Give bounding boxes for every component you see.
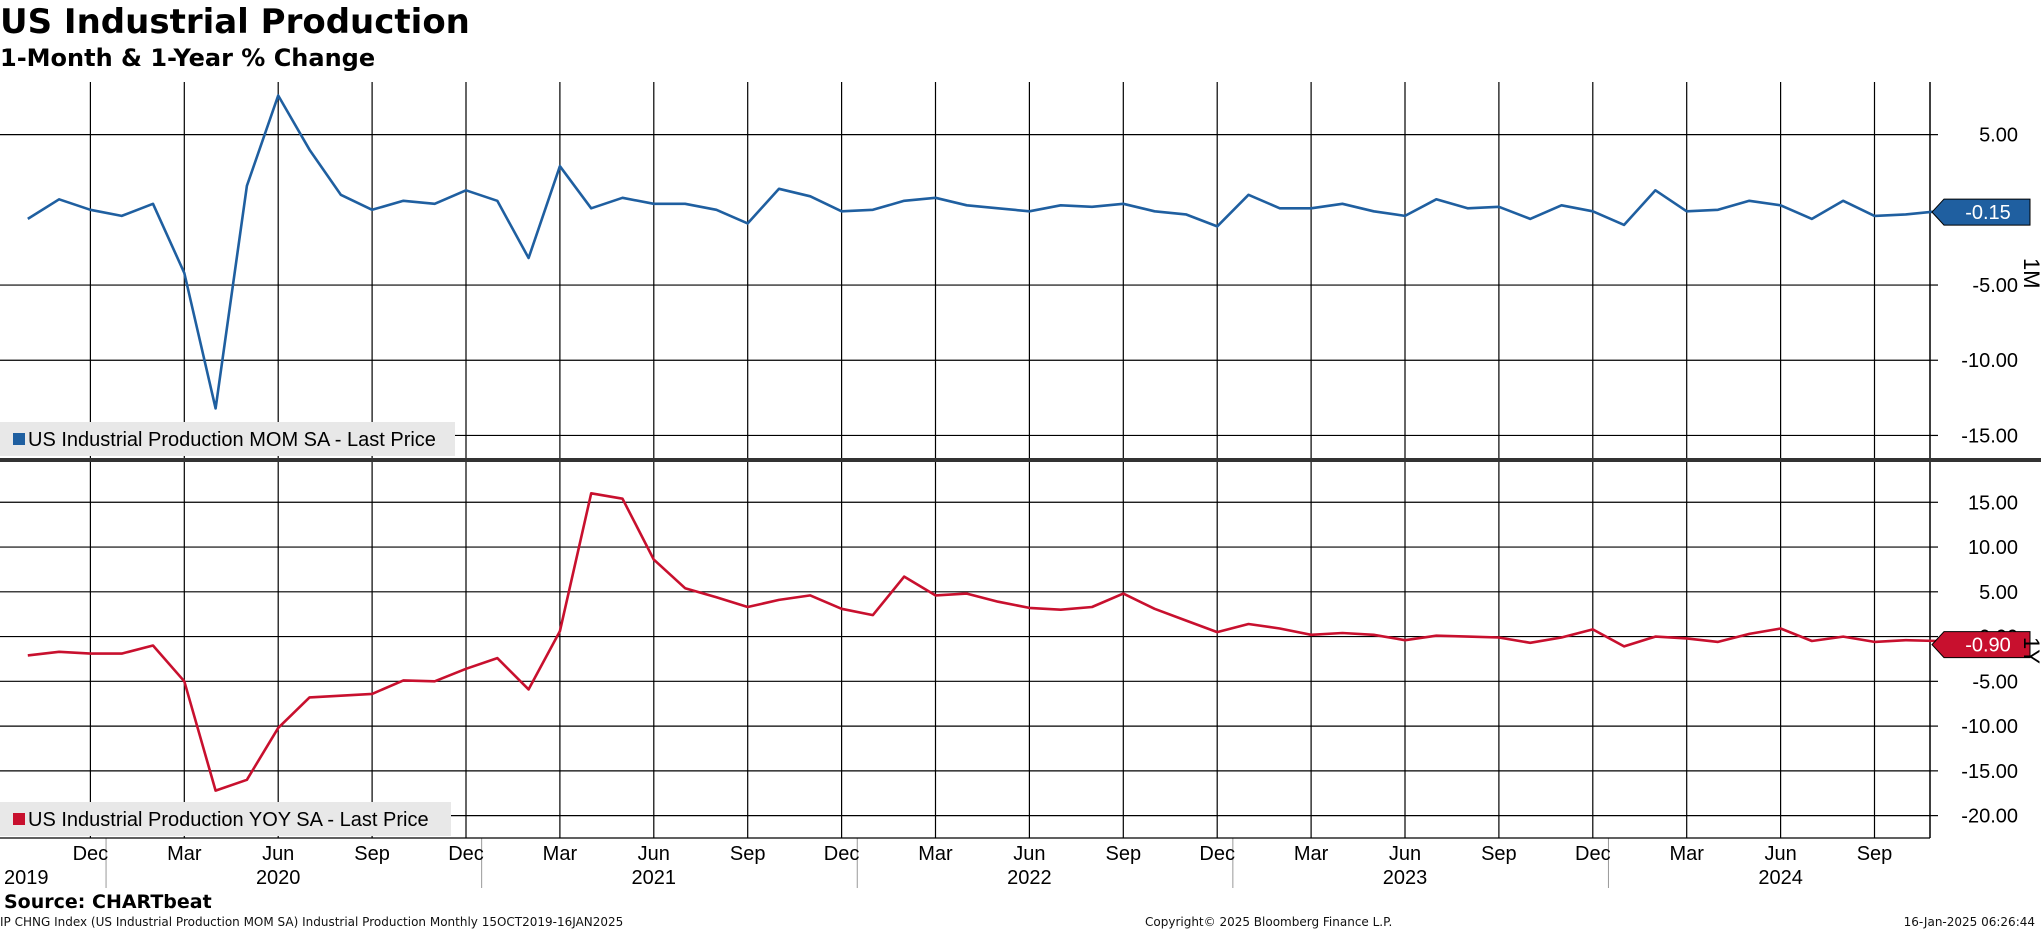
x-year-label: 2020: [256, 867, 301, 889]
yoy-y-tick-label: -20.00: [1961, 806, 2018, 828]
x-year-label: 2021: [632, 867, 677, 889]
x-month-label: Jun: [1013, 843, 1045, 865]
yoy-series-line: [27, 491, 1969, 792]
mom-legend-swatch: [13, 433, 25, 445]
x-month-label: Jun: [262, 843, 294, 865]
x-month-label: Dec: [448, 843, 484, 865]
footer-timestamp: 16-Jan-2025 06:26:44: [1903, 915, 2035, 929]
mom-legend-box: [0, 422, 455, 456]
x-month-label: Mar: [918, 843, 953, 865]
footer-copyright: Copyright© 2025 Bloomberg Finance L.P.: [1145, 915, 1393, 929]
x-month-label: Mar: [167, 843, 202, 865]
source-note: Source: CHARTbeat: [4, 891, 212, 913]
x-month-label: Sep: [1106, 843, 1142, 865]
yoy-y-tick-label: 15.00: [1968, 492, 2018, 514]
x-year-label: 2019: [4, 867, 49, 889]
x-year-label: 2023: [1383, 867, 1428, 889]
x-year-label: 2024: [1758, 867, 1803, 889]
yoy-y-tick-label: -10.00: [1961, 716, 2018, 738]
x-month-label: Jun: [1764, 843, 1796, 865]
x-month-label: Mar: [1294, 843, 1329, 865]
yoy-legend-swatch: [13, 813, 25, 825]
mom-y-tick-label: -10.00: [1961, 350, 2018, 372]
yoy-panel: 15.0010.005.000.00-5.00-10.00-15.00-20.0…: [0, 491, 2041, 836]
x-month-label: Dec: [1199, 843, 1235, 865]
footer-ticker-info: IP CHNG Index (US Industrial Production …: [0, 915, 624, 929]
mom-y-tick-label: -15.00: [1961, 425, 2018, 447]
yoy-y-tick-label: -15.00: [1961, 761, 2018, 783]
mom-axis-label: 1M: [2019, 258, 2041, 289]
mom-y-tick-label: 5.00: [1979, 125, 2018, 147]
x-month-label: Jun: [1389, 843, 1421, 865]
mom-series-line: [27, 94, 1969, 410]
x-month-label: Mar: [1669, 843, 1704, 865]
x-year-label: 2022: [1007, 867, 1052, 889]
grid-layer: [0, 82, 2041, 888]
yoy-legend-label: US Industrial Production YOY SA - Last P…: [28, 809, 429, 831]
yoy-y-tick-label: -5.00: [1972, 671, 2018, 693]
mom-last-value-label: -0.15: [1965, 202, 2011, 224]
yoy-axis-label: 1Y: [2019, 637, 2041, 664]
x-month-label: Sep: [1481, 843, 1517, 865]
yoy-legend-box: [0, 802, 451, 836]
x-month-label: Dec: [73, 843, 109, 865]
chart-title: US Industrial Production: [0, 2, 470, 42]
x-month-label: Mar: [543, 843, 578, 865]
yoy-last-value-tag: [1931, 631, 2031, 659]
x-month-label: Dec: [824, 843, 860, 865]
x-month-label: Sep: [1857, 843, 1893, 865]
yoy-last-value-label: -0.90: [1965, 635, 2011, 657]
mom-last-value-tag: [1931, 198, 2031, 226]
yoy-y-tick-label: 5.00: [1979, 582, 2018, 604]
x-month-label: Dec: [1575, 843, 1611, 865]
x-month-label: Sep: [730, 843, 766, 865]
yoy-y-tick-label: 10.00: [1968, 537, 2018, 559]
x-month-label: Jun: [638, 843, 670, 865]
x-month-label: Sep: [354, 843, 390, 865]
mom-y-tick-label: -5.00: [1972, 275, 2018, 297]
mom-panel: 5.00 -5.00 -10.00 -15.00 -0.15 1M US Industria…: [0, 94, 2041, 456]
chart-subtitle: 1-Month & 1-Year % Change: [0, 44, 376, 72]
mom-legend-label: US Industrial Production MOM SA - Last P…: [28, 429, 436, 451]
